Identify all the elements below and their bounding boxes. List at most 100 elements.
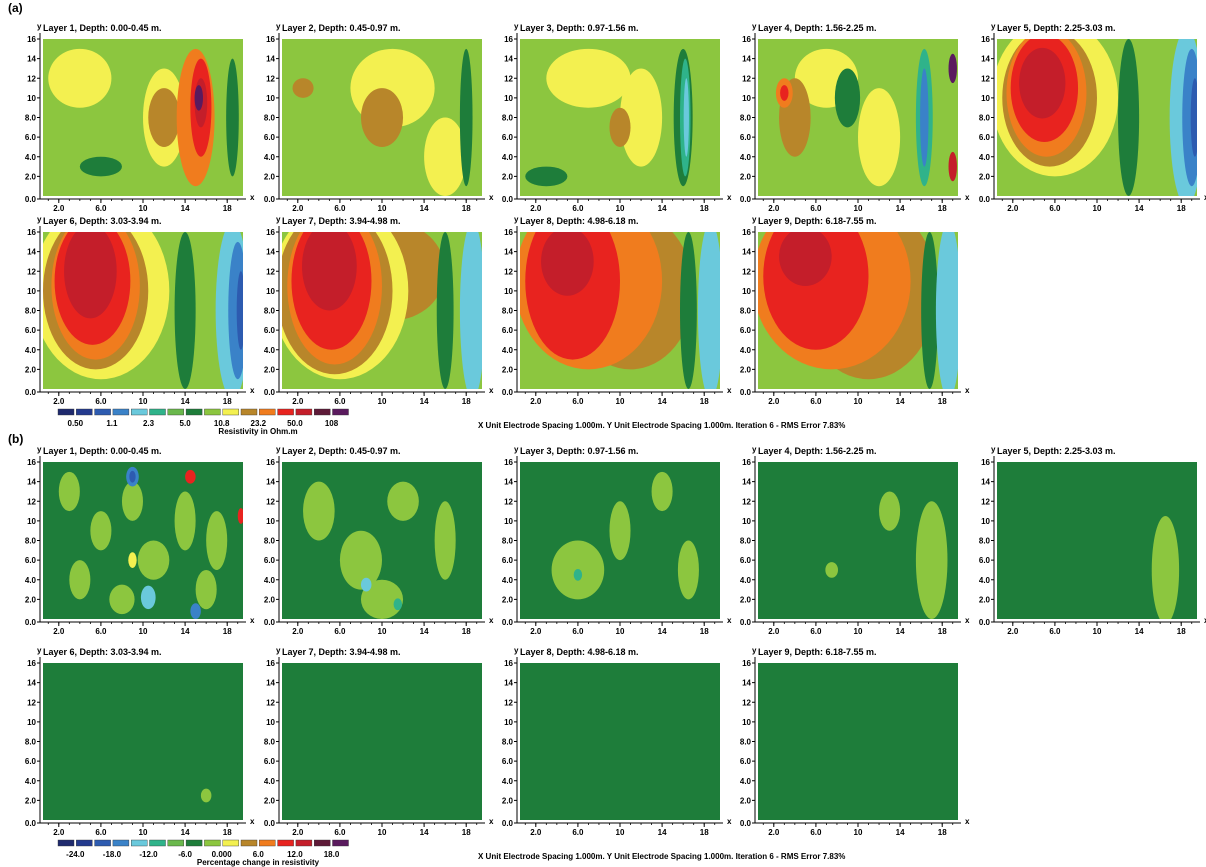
panel-b-label: (b): [8, 432, 24, 446]
a-layer-3-contour-2: [620, 68, 663, 167]
a-layer-6-y-tick-label: 10: [27, 287, 36, 296]
b-layer-7-y-tick-label: 6.0: [264, 757, 276, 766]
a-legend-swatch: [112, 408, 130, 416]
b-layer-4-y-tick-label: 2.0: [740, 595, 752, 604]
a-layer-8-x-label: x: [727, 386, 732, 395]
b-layer-9-y-tick-label: 6.0: [740, 757, 752, 766]
a-layer-3-contour-6: [683, 78, 689, 157]
a-layer-2-x-tick-label: 14: [420, 204, 429, 213]
b-layer-8-y-tick-label: 2.0: [502, 796, 514, 805]
b-legend-value: -18.0: [103, 850, 122, 859]
b-layer-2-contour-5: [360, 579, 404, 619]
a-layer-3-y-tick-label: 12: [504, 74, 513, 83]
a-layer-2-x-tick-label: 10: [378, 204, 387, 213]
a-layer-4-x-tick-label: 18: [938, 204, 947, 213]
b-layer-9-x-tick-label: 14: [896, 828, 905, 837]
a-legend-value: 108: [325, 419, 339, 428]
a-legend-swatch: [130, 408, 148, 416]
a-layer-4-contour-5: [858, 88, 901, 187]
a-legend-value: 50.0: [287, 419, 303, 428]
b-layer-6-y-tick-label: 10: [27, 718, 36, 727]
a-layer-3-y-label: y: [514, 22, 519, 31]
b-layer-7-background: [282, 663, 482, 820]
b-layer-8-title: Layer 8, Depth: 4.98-6.18 m.: [520, 647, 639, 657]
a-layer-6-contour-5: [64, 232, 117, 319]
b-layer-1-contour-13: [190, 603, 201, 619]
a-layer-4-contour-10: [834, 68, 861, 128]
b-layer-6-x-tick-label: 2.0: [53, 828, 65, 837]
a-layer-9-contour-4: [779, 232, 832, 286]
a-layer-6-y-tick-label: 6.0: [25, 326, 37, 335]
b-layer-2-y-tick-label: 0.0: [264, 618, 276, 627]
a-layer-2-contour-3: [424, 117, 467, 196]
b-layer-6-y-tick-label: 16: [27, 659, 36, 668]
b-layer-1-contour-4: [137, 540, 170, 580]
a-layer-9-x-tick-label: 10: [854, 397, 863, 406]
b-layer-2-x-tick-label: 2.0: [292, 627, 304, 636]
a-legend-swatch: [94, 408, 111, 416]
b-layer-3-contour-2: [609, 501, 631, 561]
b-layer-1-contour-15: [128, 552, 137, 568]
b-layer-9-y-tick-label: 14: [742, 679, 751, 688]
a-layer-3-x-tick-label: 6.0: [572, 204, 584, 213]
a-layer-9-y-tick-label: 6.0: [740, 326, 752, 335]
a-layer-8-y-label: y: [514, 215, 519, 224]
a-layer-9-y-tick-label: 0.0: [740, 388, 752, 397]
b-layer-9-background: [758, 663, 958, 820]
b-legend-swatch: [240, 839, 258, 847]
a-layer-1-title: Layer 1, Depth: 0.00-0.45 m.: [43, 23, 162, 33]
a-layer-8-x-tick-label: 14: [658, 397, 667, 406]
a-layer-9-y-tick-label: 12: [742, 267, 751, 276]
a-legend-swatch: [240, 408, 258, 416]
b-layer-4-y-tick-label: 6.0: [740, 556, 752, 565]
b-legend-swatch: [185, 839, 203, 847]
b-layer-5-y-tick-label: 10: [981, 517, 990, 526]
a-layer-6-contour-6: [174, 232, 196, 389]
b-layer-9-x-tick-label: 2.0: [768, 828, 780, 837]
b-layer-4-title: Layer 4, Depth: 1.56-2.25 m.: [758, 446, 877, 456]
a-layer-9-x-label: x: [965, 386, 970, 395]
a-legend-swatch: [222, 408, 239, 416]
b-layer-2-y-tick-label: 16: [266, 458, 275, 467]
a-layer-1-contour-9: [226, 58, 239, 177]
a-layer-1-y-tick-label: 4.0: [25, 153, 37, 162]
a-layer-7-x-tick-label: 14: [420, 397, 429, 406]
a-layer-5-y-label: y: [991, 22, 996, 31]
b-layer-9-x-label: x: [965, 817, 970, 826]
b-layer-7-x-tick-label: 18: [462, 828, 471, 837]
a-layer-3-y-tick-label: 14: [504, 55, 513, 64]
b-legend-swatch: [76, 839, 93, 847]
a-layer-2-y-tick-label: 2.0: [264, 172, 276, 181]
a-layer-7-y-tick-label: 16: [266, 228, 275, 237]
a-layer-4-title: Layer 4, Depth: 1.56-2.25 m.: [758, 23, 877, 33]
a-layer-7-y-tick-label: 4.0: [264, 346, 276, 355]
a-layer-8-y-tick-label: 6.0: [502, 326, 514, 335]
a-layer-1-x-tick-label: 2.0: [53, 204, 65, 213]
a-legend-swatch: [185, 408, 203, 416]
b-layer-3-y-tick-label: 16: [504, 458, 513, 467]
a-layer-4-y-tick-label: 6.0: [740, 133, 752, 142]
a-layer-8-contour-4: [541, 232, 594, 296]
b-legend-swatch: [94, 839, 111, 847]
a-layer-4-x-tick-label: 10: [854, 204, 863, 213]
a-layer-5-contour-5: [1019, 47, 1066, 119]
b-layer-3-contour-4: [677, 540, 699, 600]
b-layer-7-y-tick-label: 4.0: [264, 777, 276, 786]
a-layer-7-y-tick-label: 12: [266, 267, 275, 276]
b-layer-5-y-tick-label: 12: [981, 497, 990, 506]
b-layer-1-contour-3: [121, 481, 143, 521]
a-layer-9-x-tick-label: 18: [938, 397, 947, 406]
b-layer-5-y-tick-label: 4.0: [979, 576, 991, 585]
b-layer-7-y-tick-label: 2.0: [264, 796, 276, 805]
b-layer-7-y-tick-label: 12: [266, 698, 275, 707]
b-layer-8-y-tick-label: 8.0: [502, 738, 514, 747]
b-layer-6-background: [43, 663, 243, 820]
a-layer-9-x-tick-label: 2.0: [768, 397, 780, 406]
b-layer-1-contour-5: [174, 491, 196, 551]
b-layer-8-x-tick-label: 18: [700, 828, 709, 837]
a-layer-5-y-tick-label: 8.0: [979, 114, 991, 123]
a-layer-4-y-label: y: [752, 22, 757, 31]
a-layer-2-y-tick-label: 14: [266, 55, 275, 64]
b-layer-5-y-tick-label: 6.0: [979, 556, 991, 565]
a-legend-swatch: [76, 408, 93, 416]
